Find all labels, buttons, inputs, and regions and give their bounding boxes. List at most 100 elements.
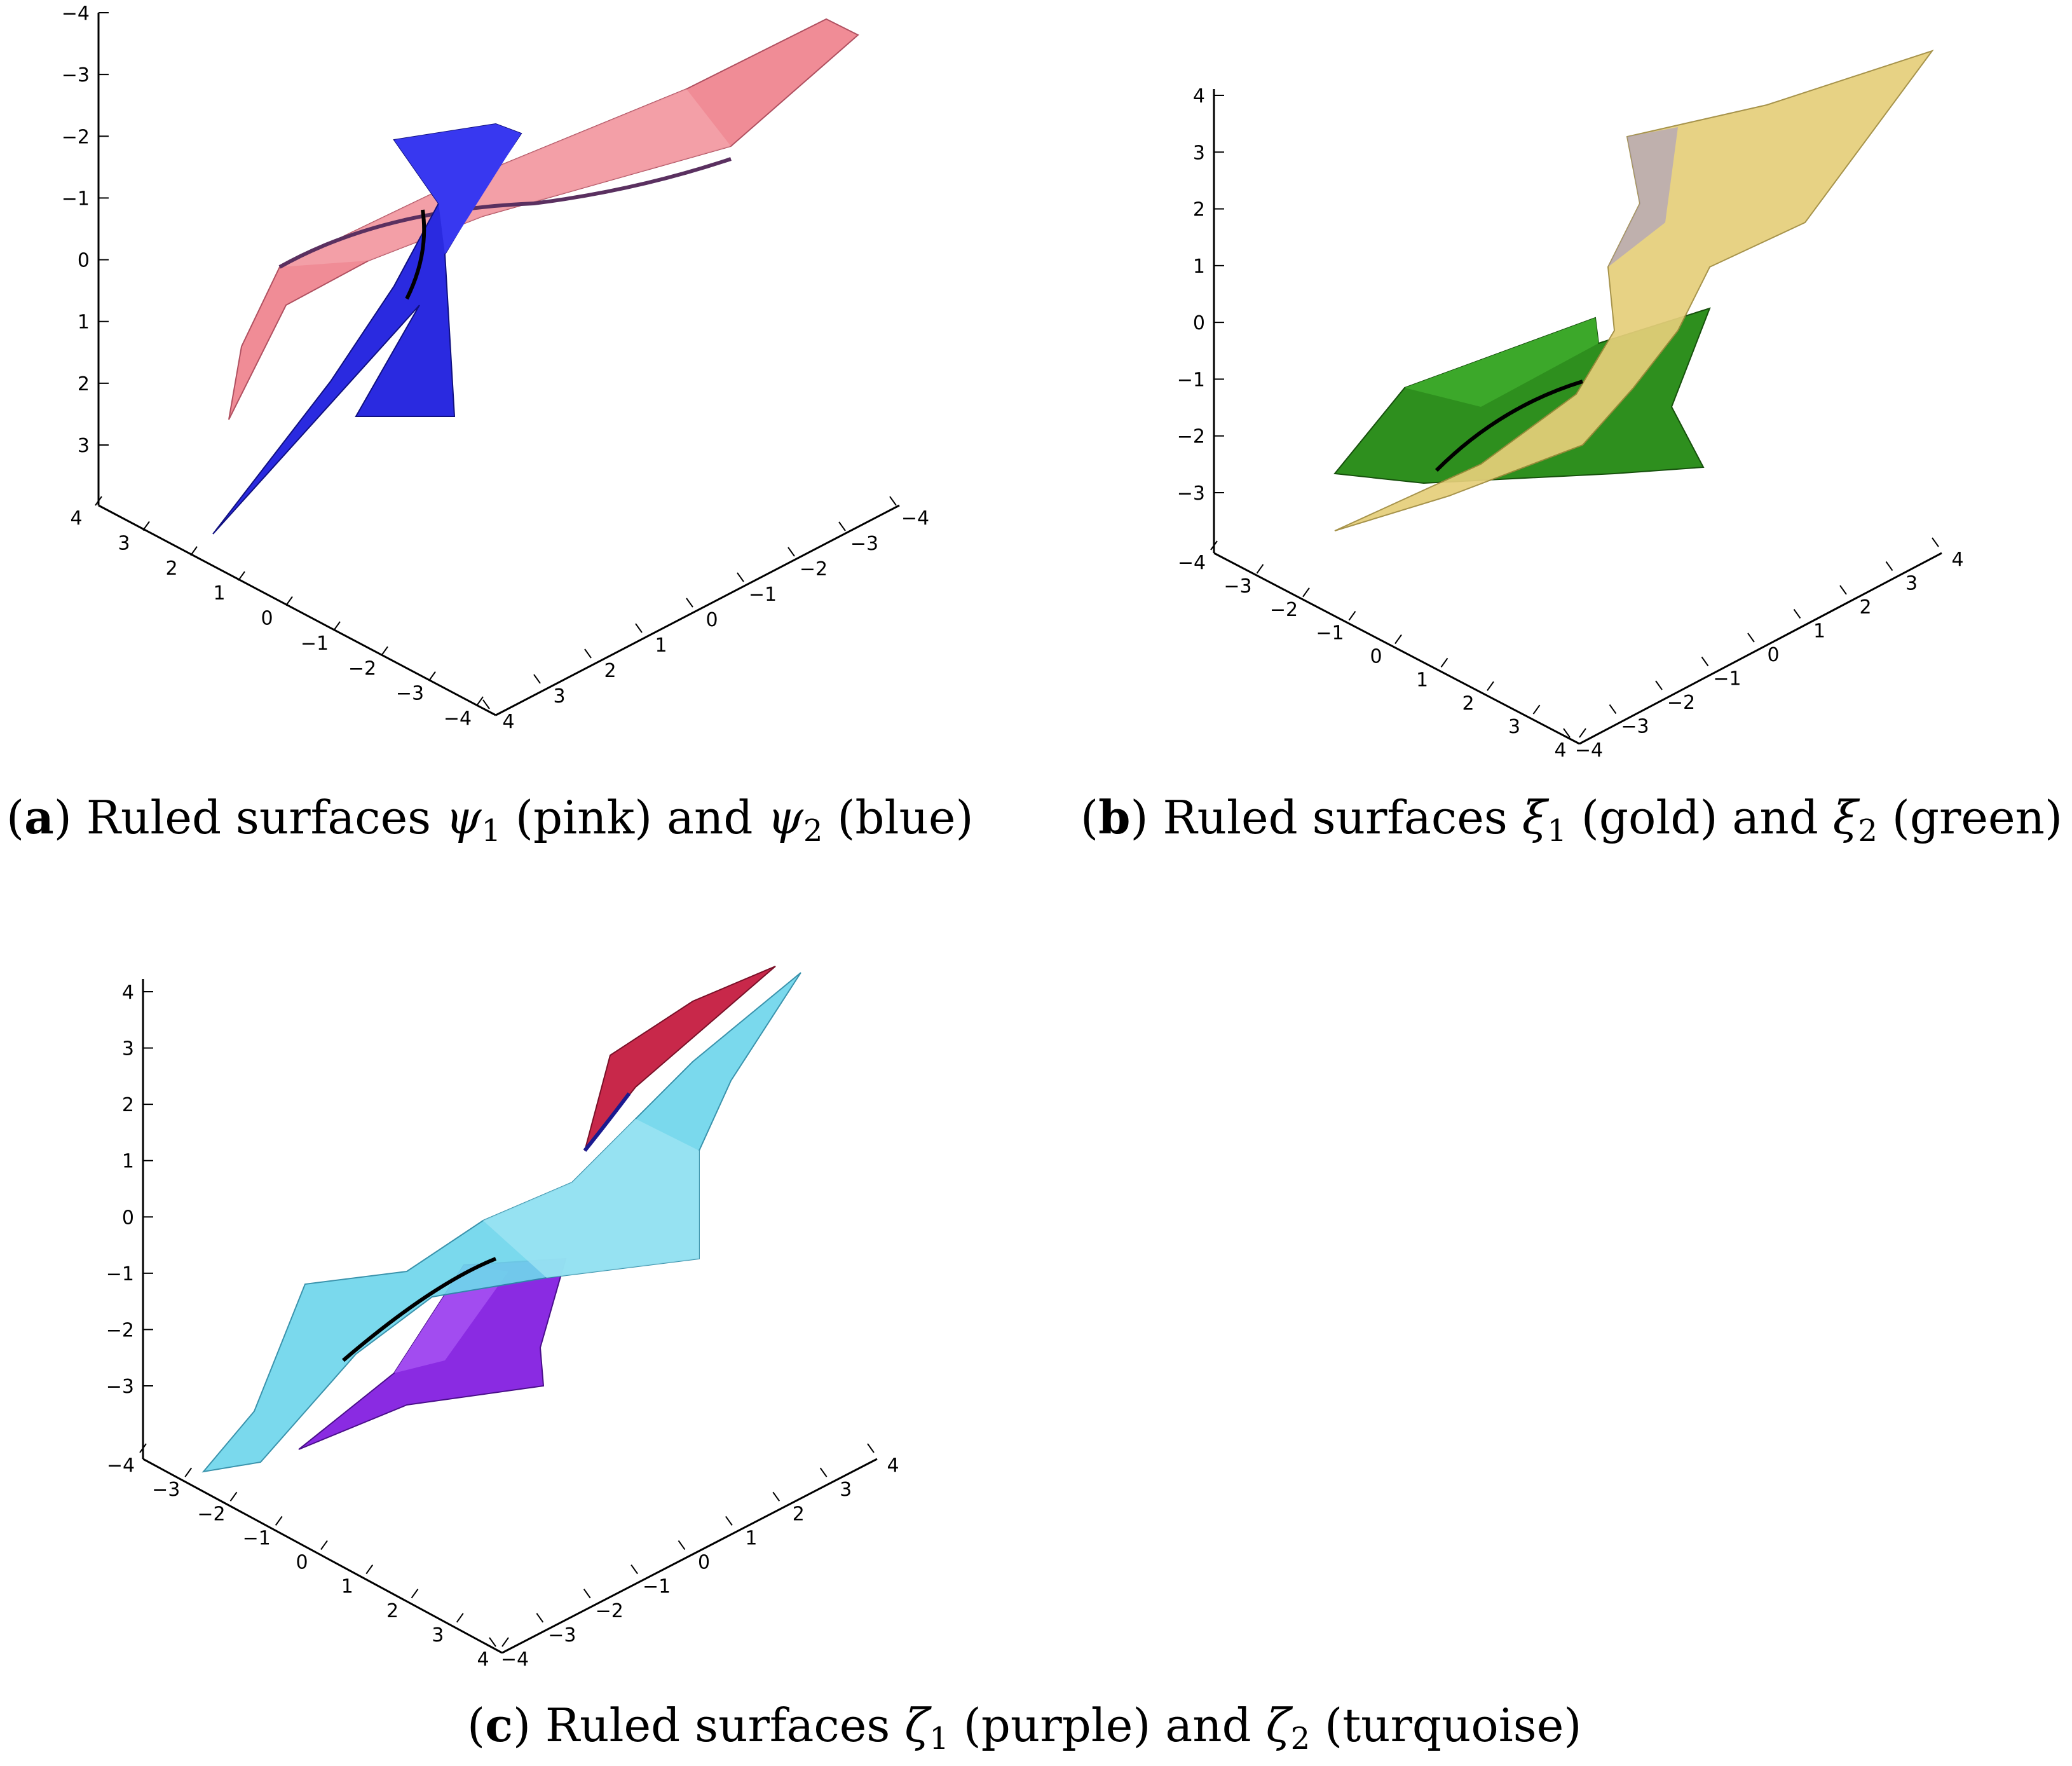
figure-b: 4 3 2 1 0 −1 −2 −3 −4 −3 −2 −1 0 1 2 3 4 −4 −3 −2 −1 0 1 2 3 4 … bbox=[1068, 0, 2072, 846]
caption-symbol: ψ bbox=[446, 791, 482, 844]
tick-mark bbox=[678, 1540, 686, 1550]
tick-label: −2 bbox=[62, 126, 90, 148]
tick-label: 2 bbox=[386, 1600, 399, 1622]
tick-label: 1 bbox=[1813, 620, 1825, 643]
tick-label: 4 bbox=[887, 1455, 899, 1477]
tick-label: −4 bbox=[444, 708, 472, 730]
tick-mark bbox=[184, 1467, 193, 1477]
tick-mark bbox=[1793, 608, 1801, 619]
tick-label: 3 bbox=[78, 435, 90, 457]
surface-psi1 bbox=[228, 18, 859, 420]
plot-a: −4 −3 −2 −1 0 1 2 3 4 3 2 1 0 −1 −2 −3 −4 4 3 2 1 0 −1 −2 −3 −4 bbox=[62, 3, 929, 733]
right-floor-ticks-b: −4 −3 −2 −1 0 1 2 3 4 bbox=[1563, 537, 1964, 762]
caption-label: a bbox=[24, 790, 54, 844]
vertical-ticks-a: −4 −3 −2 −1 0 1 2 3 bbox=[62, 3, 109, 457]
surface-psi2 bbox=[212, 123, 522, 535]
tick-mark bbox=[1302, 587, 1310, 598]
tick-label: 0 bbox=[698, 1552, 710, 1574]
tick-label: −3 bbox=[106, 1376, 134, 1398]
tick-label: 2 bbox=[122, 1094, 134, 1116]
tick-label: −1 bbox=[749, 584, 777, 606]
tick-label: 2 bbox=[1859, 596, 1871, 619]
tick-label: −1 bbox=[643, 1576, 671, 1598]
tick-label: 3 bbox=[1508, 716, 1520, 738]
tick-mark bbox=[1256, 564, 1264, 574]
tick-mark bbox=[275, 1516, 283, 1526]
tick-label: 3 bbox=[1905, 573, 1918, 595]
tick-label: 3 bbox=[553, 685, 565, 708]
tick-label: −2 bbox=[197, 1503, 225, 1525]
tick-label: 1 bbox=[78, 311, 90, 334]
tick-label: −2 bbox=[800, 558, 828, 580]
tick-mark bbox=[867, 1443, 875, 1453]
caption-symbol: ζ bbox=[904, 1699, 930, 1752]
tick-mark bbox=[635, 623, 643, 633]
tick-mark bbox=[583, 1589, 591, 1599]
tick-mark bbox=[333, 621, 341, 631]
tick-label: −3 bbox=[152, 1479, 180, 1501]
tick-mark bbox=[1609, 704, 1617, 715]
tick-label: −2 bbox=[1177, 426, 1205, 448]
tick-mark bbox=[428, 671, 436, 681]
figure-c: 4 3 2 1 0 −1 −2 −3 −4 −3 −2 −1 0 1 2 3 4 −4 −3 −2 −1 0 1 2 3 4 … bbox=[0, 941, 1581, 1766]
tick-label: −2 bbox=[596, 1600, 624, 1622]
tick-mark bbox=[536, 1613, 544, 1623]
tick-mark bbox=[686, 598, 693, 608]
tick-mark bbox=[501, 1637, 509, 1647]
tick-label: 2 bbox=[165, 558, 177, 580]
tick-label: −4 bbox=[1178, 552, 1206, 574]
tick-mark bbox=[1579, 728, 1586, 738]
tick-label: 2 bbox=[604, 660, 616, 682]
tick-mark bbox=[819, 1467, 828, 1477]
tick-mark bbox=[1348, 611, 1356, 621]
tick-label: −2 bbox=[1270, 599, 1298, 621]
caption-label: c bbox=[485, 1698, 513, 1752]
left-floor-ticks-a: 4 3 2 1 0 −1 −2 −3 −4 bbox=[70, 496, 484, 730]
vertical-ticks-c: 4 3 2 1 0 −1 −2 −3 bbox=[106, 982, 153, 1398]
caption-note: (green) bbox=[1891, 791, 2063, 844]
tick-label: 1 bbox=[213, 582, 225, 605]
caption-note: (gold) bbox=[1581, 791, 1718, 844]
tick-mark bbox=[838, 521, 846, 531]
tick-mark bbox=[1932, 537, 1939, 547]
tick-label: −1 bbox=[1177, 369, 1205, 391]
vertical-ticks-b: 4 3 2 1 0 −1 −2 −3 bbox=[1177, 85, 1224, 505]
tick-mark bbox=[1563, 728, 1571, 738]
left-floor-ticks-c: −4 −3 −2 −1 0 1 2 3 4 bbox=[107, 1443, 509, 1671]
tick-label: −2 bbox=[348, 657, 376, 680]
tick-label: 3 bbox=[1193, 142, 1205, 164]
tick-mark bbox=[1440, 657, 1448, 667]
tick-label: −3 bbox=[1177, 483, 1205, 505]
tick-mark bbox=[772, 1491, 780, 1502]
tick-mark bbox=[139, 1443, 147, 1453]
caption-subscript: 2 bbox=[1290, 1721, 1311, 1756]
plot-c: 4 3 2 1 0 −1 −2 −3 −4 −3 −2 −1 0 1 2 3 4 −4 −3 −2 −1 0 1 2 3 4 bbox=[106, 966, 899, 1671]
tick-label: 0 bbox=[261, 608, 273, 630]
tick-label: 2 bbox=[793, 1503, 805, 1525]
tick-label: −1 bbox=[301, 633, 329, 655]
caption-note: (turquoise) bbox=[1325, 1699, 1582, 1752]
right-floor-ticks-a: 4 3 2 1 0 −1 −2 −3 −4 bbox=[482, 496, 929, 733]
caption-and: and bbox=[1732, 791, 1818, 844]
plot-b: 4 3 2 1 0 −1 −2 −3 −4 −3 −2 −1 0 1 2 3 4 −4 −3 −2 −1 0 1 2 3 4 bbox=[1177, 50, 1964, 762]
surface-zeta1 bbox=[298, 1257, 567, 1450]
tick-label: 3 bbox=[118, 532, 130, 554]
caption-and: and bbox=[667, 791, 753, 844]
tick-label: 4 bbox=[70, 507, 82, 530]
surface-zeta1-upper bbox=[584, 966, 776, 1151]
tick-label: −4 bbox=[501, 1648, 529, 1671]
tick-mark bbox=[1701, 656, 1709, 667]
tick-label: 0 bbox=[1370, 646, 1382, 668]
tick-mark bbox=[1532, 704, 1541, 715]
tick-mark bbox=[238, 571, 245, 581]
tick-mark bbox=[630, 1564, 638, 1575]
caption-c: (c) Ruled surfaces ζ1 (purple) and ζ2 (t… bbox=[467, 1698, 1582, 1756]
tick-mark bbox=[1839, 585, 1847, 595]
tick-label: 2 bbox=[1193, 199, 1205, 221]
tick-mark bbox=[1885, 561, 1893, 572]
tick-mark bbox=[1747, 633, 1755, 643]
tick-mark bbox=[584, 648, 592, 659]
caption-label: b bbox=[1098, 790, 1131, 844]
tick-mark bbox=[889, 496, 897, 506]
tick-label: 2 bbox=[1462, 692, 1474, 715]
